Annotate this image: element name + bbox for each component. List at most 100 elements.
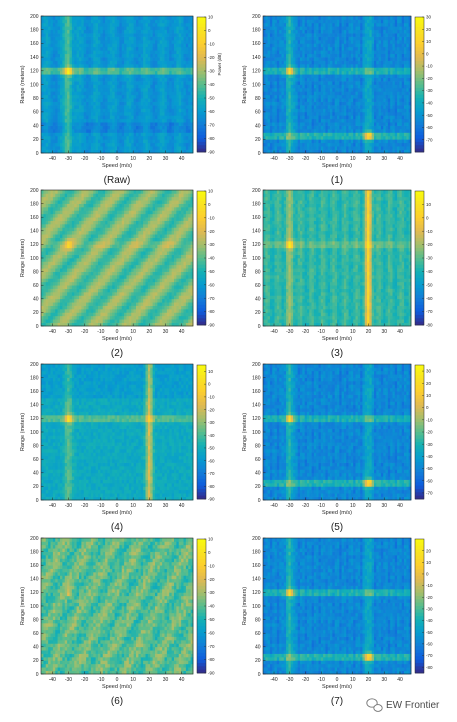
heatmap-cell [84, 74, 87, 78]
heatmap-cell [155, 30, 158, 34]
heatmap-cell [70, 81, 73, 85]
heatmap-cell [372, 98, 375, 102]
heatmap-cell [342, 81, 345, 85]
heatmap-cell [65, 126, 68, 130]
heatmap-cell [55, 71, 58, 75]
heatmap-cell [86, 108, 89, 112]
heatmap-cell [86, 91, 89, 95]
heatmap-cell [176, 43, 179, 47]
heatmap-cell [362, 61, 365, 65]
heatmap-cell [346, 64, 349, 68]
heatmap-cell [332, 57, 335, 61]
heatmap-cell [153, 108, 156, 112]
heatmap-cell [169, 19, 172, 23]
heatmap-cell [349, 122, 352, 126]
heatmap-cell [286, 119, 289, 123]
heatmap-cell [48, 132, 51, 136]
heatmap-cell [51, 98, 54, 102]
heatmap-cell [74, 112, 77, 116]
heatmap-cell [358, 81, 361, 85]
heatmap-cell [93, 126, 96, 130]
heatmap-cell [277, 115, 280, 119]
heatmap-cell [136, 108, 139, 112]
heatmap-cell [157, 85, 160, 89]
heatmap-cell [134, 26, 137, 30]
heatmap-cell [112, 115, 115, 119]
heatmap-cell [282, 47, 285, 51]
heatmap-cell [319, 108, 322, 112]
heatmap-cell [376, 126, 379, 130]
heatmap-cell [337, 119, 340, 123]
heatmap-cell [367, 64, 370, 68]
heatmap-cell [291, 37, 294, 41]
heatmap-cell [312, 108, 315, 112]
heatmap-cell [332, 146, 335, 150]
heatmap-cell [157, 43, 160, 47]
heatmap-cell [309, 50, 312, 54]
heatmap-cell [70, 78, 73, 82]
heatmap-cell [43, 26, 46, 30]
heatmap-cell [188, 19, 191, 23]
heatmap-cell [319, 119, 322, 123]
heatmap-cell [179, 91, 182, 95]
heatmap-cell [141, 78, 144, 82]
heatmap-cell [325, 67, 328, 71]
heatmap-cell [89, 67, 92, 71]
heatmap-cell [319, 132, 322, 136]
heatmap-cell [319, 112, 322, 116]
heatmap-cell [275, 105, 278, 109]
heatmap-cell [339, 64, 342, 68]
heatmap-cell [381, 16, 384, 20]
heatmap-cell [270, 50, 273, 54]
heatmap-cell [79, 119, 82, 123]
heatmap-cell [314, 136, 317, 140]
heatmap-cell [89, 122, 92, 126]
heatmap-cell [186, 146, 189, 150]
heatmap-cell [265, 26, 268, 30]
heatmap-cell [112, 23, 115, 27]
heatmap-cell [60, 71, 63, 75]
heatmap-cell [48, 119, 51, 123]
heatmap-cell [314, 126, 317, 130]
heatmap-cell [172, 71, 175, 75]
heatmap-cell [284, 47, 287, 51]
heatmap-cell [275, 136, 278, 140]
heatmap-cell [309, 91, 312, 95]
heatmap-cell [184, 67, 187, 71]
heatmap-cell [67, 95, 70, 99]
heatmap-cell [379, 139, 382, 143]
heatmap-cell [277, 132, 280, 136]
heatmap-cell [77, 139, 80, 143]
heatmap-cell [55, 64, 58, 68]
heatmap-cell [284, 115, 287, 119]
heatmap-cell [356, 33, 359, 37]
heatmap-cell [339, 88, 342, 92]
heatmap-cell [381, 19, 384, 23]
heatmap-cell [105, 91, 108, 95]
heatmap-cell [393, 26, 396, 30]
heatmap-cell [284, 119, 287, 123]
heatmap-cell [383, 98, 386, 102]
heatmap-cell [284, 74, 287, 78]
heatmap-cell [134, 91, 137, 95]
heatmap-cell [103, 30, 106, 34]
heatmap-cell [60, 136, 63, 140]
heatmap-cell [330, 88, 333, 92]
heatmap-cell [124, 108, 127, 112]
heatmap-cell [91, 74, 94, 78]
heatmap-cell [89, 26, 92, 30]
heatmap-cell [84, 112, 87, 116]
heatmap-cell [372, 146, 375, 150]
heatmap-cell [282, 64, 285, 68]
heatmap-cell [96, 64, 99, 68]
heatmap-cell [172, 16, 175, 20]
heatmap-cell [298, 143, 301, 147]
heatmap-cell [141, 95, 144, 99]
heatmap-cell [346, 115, 349, 119]
heatmap-cell [129, 91, 132, 95]
heatmap-cell [72, 61, 75, 65]
heatmap-cell [381, 81, 384, 85]
heatmap-cell [335, 64, 338, 68]
heatmap-cell [174, 139, 177, 143]
heatmap-cell [186, 102, 189, 106]
